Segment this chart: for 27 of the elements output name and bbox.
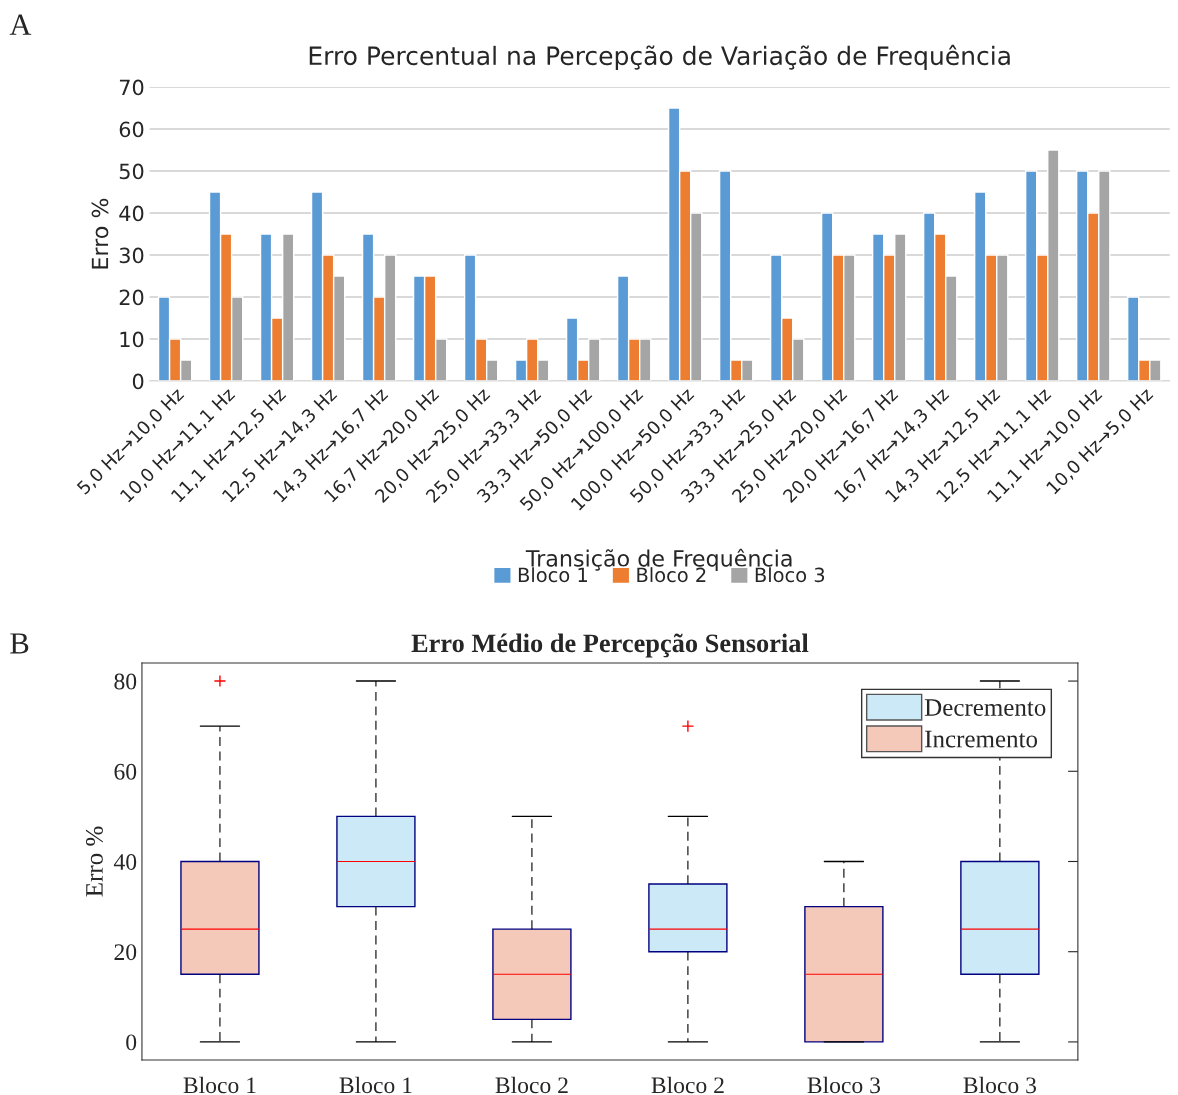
y-tick-label: 20: [119, 289, 144, 306]
y-tick-label: 0: [126, 1034, 137, 1051]
y-tick-label: 0: [132, 373, 144, 390]
x-tick-label: Bloco 3: [963, 1076, 1037, 1094]
y-tick-label: 70: [119, 79, 144, 96]
x-tick-label: Bloco 2: [651, 1076, 724, 1094]
text: A: [9, 14, 32, 35]
y-tick-label: 10: [120, 331, 144, 348]
x-tick-label: Bloco 2: [495, 1076, 568, 1094]
y-tick-label: 30: [119, 247, 144, 264]
chart-title: Erro Percentual na Percepção de Variação de Frequência: [309, 44, 1010, 71]
y-tick-label: 60: [119, 121, 144, 138]
y-axis-title: Erro %: [85, 826, 103, 897]
y-tick-label: 50: [119, 163, 144, 180]
x-tick-label: Bloco 1: [339, 1076, 412, 1094]
y-tick-label: 80: [114, 673, 137, 690]
x-tick-label: Bloco 3: [807, 1076, 881, 1094]
legend-label: Incremento: [925, 730, 1038, 748]
y-tick-label: 20: [114, 944, 137, 961]
legend-label: Decremento: [924, 699, 1046, 716]
text: B: [10, 633, 29, 654]
y-tick-label: 40: [113, 853, 137, 870]
chart-title: Erro Médio de Percepção Sensorial: [411, 633, 809, 658]
y-tick-label: 40: [119, 205, 144, 222]
y-tick-label: 60: [114, 763, 137, 780]
y-axis-title: Erro %: [91, 198, 109, 269]
x-tick-label: Bloco 1: [183, 1076, 256, 1094]
